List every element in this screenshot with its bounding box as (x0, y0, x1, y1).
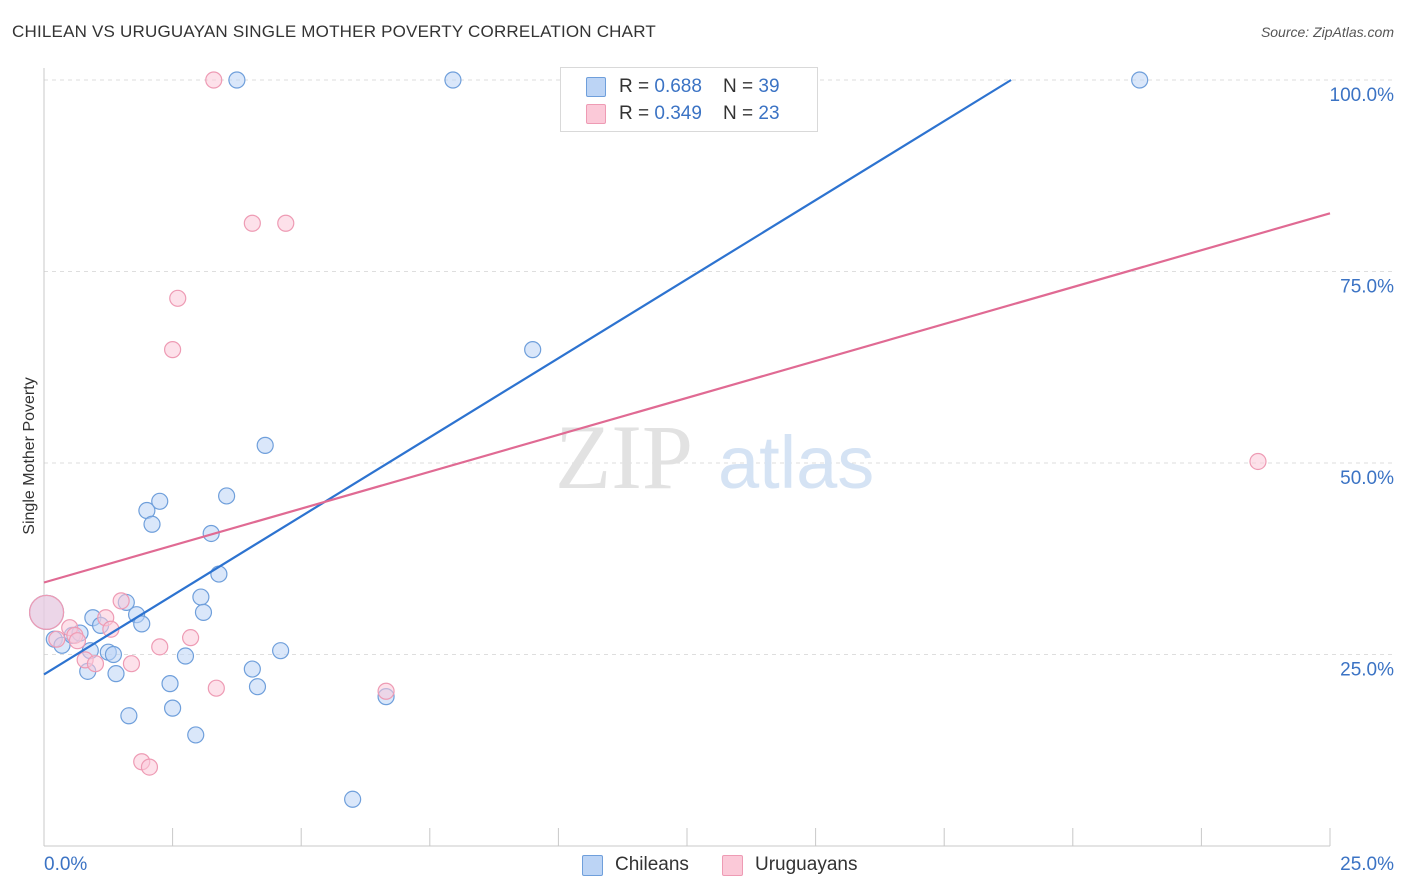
chileans-point (104, 645, 123, 664)
chileans-trend-line (43, 79, 1012, 676)
chileans-point (120, 707, 138, 725)
uruguayans-point (28, 594, 65, 630)
chileans-swatch (586, 77, 606, 97)
uruguayans-trend-line (43, 212, 1331, 584)
n-label: N = (723, 103, 759, 124)
chart-title: CHILEAN VS URUGUAYAN SINGLE MOTHER POVER… (12, 22, 656, 41)
chileans-point (187, 726, 205, 744)
y-tick-label: 75.0% (1340, 277, 1394, 298)
uruguayans-point (68, 632, 87, 650)
chileans-point (243, 660, 261, 678)
watermark-zip: ZIP (555, 406, 693, 508)
uruguayans-point (112, 592, 130, 610)
chileans-point (1131, 71, 1149, 89)
x-tick-label: 0.0% (44, 854, 87, 875)
chileans-point (151, 492, 169, 510)
legend-label-uruguayans: Uruguayans (755, 854, 858, 875)
chileans-point (192, 588, 210, 606)
y-tick-label: 100.0% (1330, 85, 1395, 106)
chileans-point (176, 647, 195, 665)
n-value-uruguayans: 23 (758, 103, 780, 124)
chileans-point (248, 678, 267, 696)
chileans-point (107, 665, 125, 683)
chileans-point (272, 642, 290, 660)
uruguayans-point (140, 758, 159, 776)
chileans-point (344, 790, 362, 808)
series-legend: Chileans Uruguayans (0, 852, 1406, 878)
x-tick-label: 25.0% (1340, 854, 1394, 875)
uruguayans-point (1249, 452, 1267, 471)
trend-lines (43, 79, 1331, 676)
r-value-chileans: 0.688 (654, 76, 702, 97)
uruguayans-point (48, 630, 66, 648)
uruguayans-swatch (586, 104, 606, 124)
uruguayans-point (207, 679, 225, 697)
chileans-point (164, 699, 182, 717)
uruguayans-point (86, 655, 105, 673)
gridlines (44, 79, 1394, 655)
watermark-atlas: atlas (718, 421, 874, 504)
y-tick-label: 50.0% (1340, 468, 1394, 489)
uruguayans-point (169, 289, 187, 307)
chileans-point (161, 675, 179, 693)
legend-row-chileans: R = 0.688 N = 39 (586, 75, 780, 99)
chileans-point (256, 436, 274, 454)
n-label: N = (723, 76, 759, 97)
zipatlas-watermark: ZIP atlas (555, 406, 874, 508)
uruguayans-point (205, 71, 223, 89)
r-label: R = (619, 103, 655, 124)
chileans-point (444, 71, 462, 89)
uruguayans-point (243, 214, 261, 232)
chileans-point (218, 487, 236, 505)
legend-item-chileans[interactable]: Chileans (582, 852, 689, 878)
uruguayans-point (182, 629, 200, 647)
chileans-point (228, 71, 246, 89)
axes (43, 68, 1331, 847)
n-value-chileans: 39 (758, 76, 780, 97)
uruguayans-point (277, 214, 295, 232)
chileans-point (143, 515, 161, 533)
tick-labels: 25.0% 50.0% 75.0% 100.0% 0.0% 25.0% (44, 85, 1394, 875)
uruguayans-legend-swatch (722, 854, 743, 876)
uruguayans-point (377, 682, 395, 700)
uruguayans-point (122, 655, 141, 673)
legend-row-uruguayans: R = 0.349 N = 23 (586, 102, 780, 126)
y-axis-label: Single Mother Poverty (21, 377, 38, 535)
correlation-legend: R = 0.688 N = 39 R = 0.349 N = 23 (560, 67, 818, 132)
legend-label-chileans: Chileans (615, 854, 689, 875)
chileans-point (210, 565, 228, 583)
uruguayans-point (164, 341, 182, 359)
chileans-legend-swatch (582, 854, 603, 876)
source-label: Source: ZipAtlas.com (1260, 24, 1394, 40)
r-label: R = (619, 76, 655, 97)
r-value-uruguayans: 0.349 (654, 103, 702, 124)
legend-item-uruguayans[interactable]: Uruguayans (722, 852, 857, 878)
uruguayans-point (151, 638, 169, 656)
chileans-point (133, 615, 151, 633)
chileans-point (524, 341, 542, 359)
chileans-point (194, 603, 213, 621)
y-tick-label: 25.0% (1340, 660, 1394, 681)
